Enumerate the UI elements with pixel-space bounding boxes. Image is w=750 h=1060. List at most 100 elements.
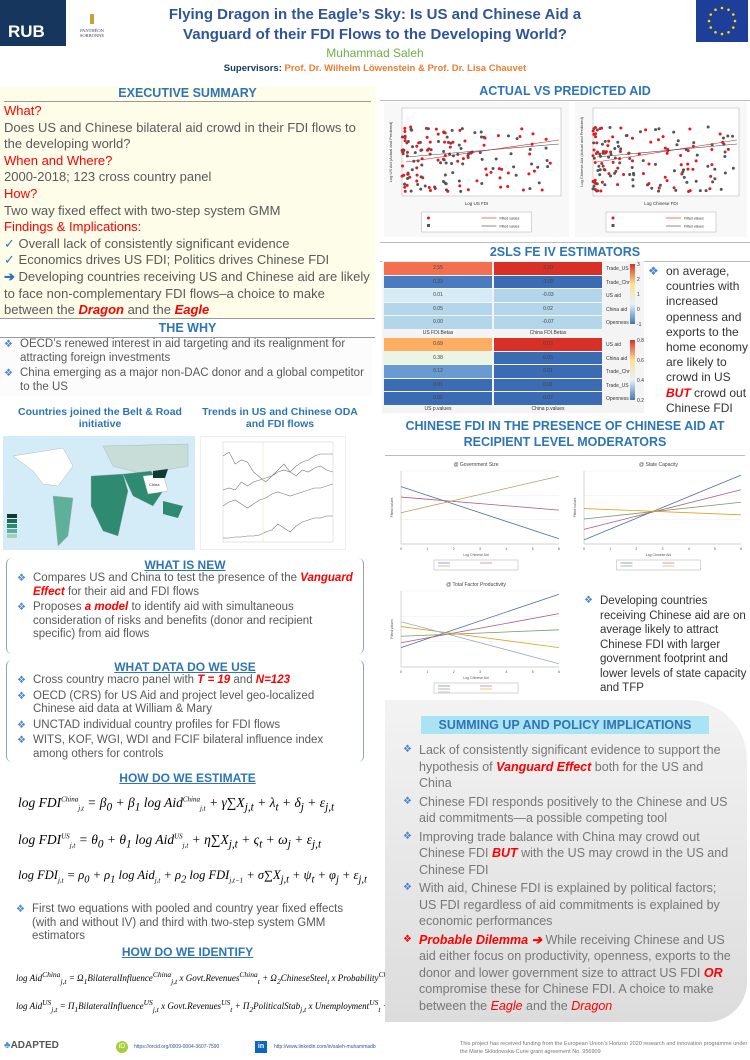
scatter-point — [592, 184, 596, 188]
map-legend-swatch — [7, 524, 17, 528]
scatter-point — [445, 135, 449, 139]
heatmap-col-label: China p.values — [531, 406, 565, 412]
scatter-point — [436, 158, 440, 162]
heatmap-row-label: Trade_Chn — [606, 369, 631, 375]
x-axis-label: Log Chinese FDI — [644, 201, 678, 206]
scatter-point — [417, 141, 421, 145]
scatter-point — [630, 165, 634, 169]
eu-star — [709, 26, 713, 29]
heatmap-row-label: Openness — [606, 320, 629, 326]
x-tick-label: 6 — [558, 670, 560, 674]
scatter-point — [685, 180, 689, 184]
x-tick-label: 0 — [400, 670, 402, 674]
data-bullet: WITS, KOF, WGI, WDI and FCIF bilateral i… — [13, 734, 357, 761]
heatmap-cell: 0.05 — [384, 302, 492, 315]
scatter-point — [500, 167, 504, 171]
legend-marker — [427, 224, 430, 227]
scatter-point — [470, 150, 474, 154]
scatter-point — [710, 148, 714, 152]
scatter-point — [595, 128, 599, 132]
scatter-point — [496, 134, 500, 138]
sorbonne-logo: PANTHÉON SORBONNE — [70, 10, 114, 40]
heatmap-cell: 0.03 — [494, 338, 602, 351]
scatter-point — [656, 138, 660, 142]
equation-identify-china: log AidChinaj,t = Ω1BilateralInfluenceCh… — [16, 970, 423, 986]
legend-label: Fitted values — [684, 225, 704, 229]
scatter-point — [704, 189, 708, 193]
legend-box — [421, 211, 532, 233]
y-axis-label: Log US Aid (Actual and Predicted) — [388, 121, 393, 182]
orcid-link[interactable]: https://orcid.org/0009-0004-3607-7590 — [134, 1044, 220, 1050]
scatter-point — [665, 151, 669, 155]
scatter-point — [726, 134, 730, 138]
summing-bullet: Lack of consistently significant evidenc… — [399, 742, 737, 792]
heatmap-row-label: Trade_Chn — [606, 279, 631, 286]
why-bullet: OECD’s renewed interest in aid targeting… — [0, 338, 372, 365]
x-tick-label: 3 — [662, 547, 664, 551]
scatter-point — [616, 144, 620, 148]
findings-heading: Findings & Implications: — [4, 219, 142, 235]
x-tick-label: 3 — [479, 670, 481, 674]
legend-box — [605, 211, 717, 233]
colorbar-tick: 2 — [637, 277, 640, 283]
scatter-point — [466, 155, 470, 159]
scatter-point — [688, 127, 692, 131]
legend-label: Fitted values — [684, 217, 704, 221]
scatter-point — [530, 162, 534, 166]
scatter-point — [591, 187, 595, 191]
trend-line — [222, 465, 333, 491]
eu-star — [733, 19, 737, 23]
scatter-point — [593, 126, 597, 130]
scatter-point — [436, 140, 440, 144]
scatter-point — [698, 189, 702, 193]
supervisor-names: Prof. Dr. Wilhelm Löwenstein & Prof. Dr.… — [284, 63, 527, 74]
scatter-point — [425, 135, 429, 139]
scatter-point — [532, 169, 536, 173]
scatter-point — [721, 136, 725, 140]
scatter-point — [681, 170, 685, 174]
scatter-point — [544, 146, 548, 150]
executive-summary: EXECUTIVE SUMMARY What? Does US and Chin… — [0, 86, 375, 318]
scatter-point — [719, 187, 723, 191]
scatter-point — [509, 152, 513, 156]
scatter-frame — [592, 107, 740, 197]
heatmap-cell: 0.01 — [494, 378, 602, 391]
trend-line — [222, 451, 333, 483]
data-bullet: UNCTAD individual country profiles for F… — [13, 719, 357, 733]
scatter-point — [448, 152, 452, 156]
linkedin-link[interactable]: http://www.linkedin.com/in/saleh-muhamma… — [274, 1044, 376, 1050]
heatmap-row-label: Trade_US — [606, 266, 629, 272]
colorbar-tick: 0.2 — [637, 398, 644, 404]
scatter-point — [723, 150, 727, 154]
scatter-point — [446, 140, 450, 144]
heatmap-row-label: Openness — [606, 396, 629, 402]
heatmap-row-label: China aid — [606, 306, 628, 313]
scatter-point — [423, 184, 427, 188]
scatter-point — [514, 173, 518, 177]
heatmap-cell: 0.00 — [384, 392, 492, 405]
scatter-point — [405, 183, 409, 187]
scatter-point — [527, 172, 531, 176]
new-bullet: Compares US and China to test the presen… — [13, 572, 357, 599]
scatter-point — [415, 144, 419, 148]
scatter-point — [548, 161, 552, 165]
series-line — [583, 501, 742, 520]
scatter-point — [411, 145, 415, 149]
scatter-point — [433, 185, 437, 189]
poster-title: Flying Dragon in the Eagle’s Sky: Is US … — [120, 5, 630, 45]
scatter-point — [485, 173, 489, 177]
scatter-point — [531, 132, 535, 136]
scatter-point — [443, 173, 447, 177]
scatter-point — [604, 150, 608, 154]
scatter-point — [480, 182, 484, 186]
scatter-point — [448, 145, 452, 149]
scatter-point — [598, 173, 602, 177]
scatter-point — [619, 147, 623, 151]
estimate-title: HOW DO WE ESTIMATE — [119, 771, 256, 785]
series-line — [400, 626, 560, 648]
colorbar-tick: 0.8 — [637, 338, 644, 344]
new-bullet: Proposes a model to identify aid with si… — [13, 601, 357, 642]
scatter-point — [706, 125, 710, 129]
scatter-point — [475, 179, 479, 183]
series-line — [400, 496, 560, 511]
